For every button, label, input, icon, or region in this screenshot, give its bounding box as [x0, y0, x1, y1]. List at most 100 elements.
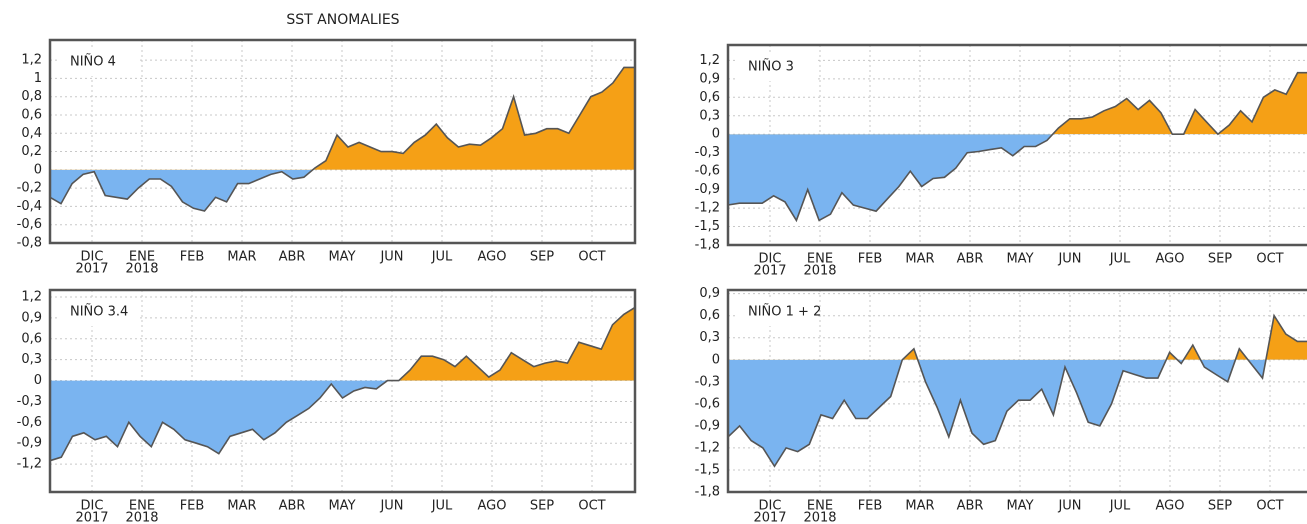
y-tick-label: 0,6: [699, 90, 720, 105]
y-tick-label: 0,9: [21, 310, 42, 325]
y-tick-label: -0,9: [17, 436, 42, 451]
line: [49, 66, 635, 212]
x-tick-label: JUN: [1057, 499, 1081, 514]
x-tick-label: AGO: [478, 250, 507, 265]
x-tick-label: MAY: [328, 499, 355, 514]
x-tick-label: OCT: [1256, 499, 1283, 514]
y-tick-label: -0,6: [17, 415, 42, 430]
x-tick-label: ENE: [807, 499, 833, 514]
x-tick-label: DIC: [81, 499, 104, 514]
y-tick-label: 0,2: [21, 144, 42, 159]
y-tick-label: -1,2: [17, 457, 42, 472]
panel-label: NIÑO 3.4: [70, 304, 128, 320]
y-tick-label: -0,3: [695, 374, 720, 389]
x-year-label: 2018: [803, 511, 836, 524]
y-tick-label: -1,2: [695, 201, 720, 216]
y-tick-label: 0: [712, 352, 720, 367]
x-tick-label: ABR: [279, 499, 306, 514]
area-negative: [728, 359, 1307, 467]
area-negative: [50, 169, 313, 211]
y-tick-label: -0,2: [17, 181, 42, 196]
y-tick-label: 1,2: [21, 289, 42, 304]
x-tick-label: DIC: [759, 499, 782, 514]
y-tick-label: 0,6: [21, 331, 42, 346]
y-tick-label: 0: [712, 127, 720, 142]
y-tick-label: -1,8: [695, 485, 720, 500]
panel-label-box: [738, 53, 818, 81]
y-tick-label: 0,6: [21, 107, 42, 122]
y-tick-label: 0,8: [21, 89, 42, 104]
x-tick-label: OCT: [1256, 252, 1283, 267]
y-tick-label: -1,8: [695, 238, 720, 253]
x-tick-label: ABR: [957, 499, 984, 514]
x-year-label: 2018: [125, 262, 158, 277]
x-tick-label: MAR: [905, 499, 934, 514]
panel-label-box: [60, 298, 140, 326]
y-tick-label: 0,3: [21, 352, 42, 367]
x-tick-label: MAY: [1006, 252, 1033, 267]
x-tick-label: MAR: [905, 252, 934, 267]
panel-label: NIÑO 4: [70, 54, 116, 70]
y-tick-label: -0,8: [17, 236, 42, 251]
y-tick-label: -0,6: [695, 396, 720, 411]
x-tick-label: JUL: [431, 499, 453, 514]
x-tick-label: MAY: [328, 250, 355, 265]
x-year-label: 2017: [75, 262, 108, 277]
y-tick-label: 0: [34, 162, 42, 177]
y-tick-label: 0: [34, 373, 42, 388]
x-tick-label: MAY: [1006, 499, 1033, 514]
x-tick-label: AGO: [1156, 499, 1185, 514]
line: [727, 313, 1307, 468]
y-tick-label: 0,3: [699, 108, 720, 123]
x-tick-label: JUN: [1057, 252, 1081, 267]
line: [49, 306, 636, 462]
x-tick-label: FEB: [858, 499, 883, 514]
x-tick-label: JUL: [1109, 499, 1131, 514]
panel-label: NIÑO 3: [748, 59, 794, 75]
x-year-label: 2018: [803, 264, 836, 279]
y-tick-label: 1,2: [699, 53, 720, 68]
area-positive: [50, 67, 635, 170]
y-tick-label: 0,9: [699, 71, 720, 86]
area-negative: [50, 380, 635, 461]
y-tick-label: 0,6: [699, 308, 720, 323]
y-tick-label: 1: [34, 71, 42, 86]
y-tick-label: -1,5: [695, 219, 720, 234]
y-tick-label: -0,4: [17, 199, 42, 214]
area-positive: [398, 307, 635, 381]
x-tick-label: JUN: [379, 250, 403, 265]
line: [727, 71, 1307, 223]
y-tick-label: -1,2: [695, 440, 720, 455]
y-tick-label: 0,4: [21, 126, 42, 141]
area-negative: [728, 134, 1053, 221]
x-tick-label: MAR: [227, 250, 256, 265]
x-tick-label: OCT: [578, 250, 605, 265]
x-tick-label: SEP: [1208, 252, 1232, 267]
x-tick-label: OCT: [578, 499, 605, 514]
x-tick-label: FEB: [858, 252, 883, 267]
y-tick-label: -0,9: [695, 418, 720, 433]
chart-title: SST ANOMALIES: [286, 12, 399, 28]
x-year-label: 2017: [75, 511, 108, 524]
x-tick-label: AGO: [1156, 252, 1185, 267]
x-tick-label: SEP: [530, 499, 554, 514]
x-tick-label: DIC: [759, 252, 782, 267]
x-tick-label: ABR: [957, 252, 984, 267]
x-tick-label: ENE: [129, 499, 155, 514]
x-tick-label: ABR: [279, 250, 306, 265]
x-tick-label: JUL: [1109, 252, 1131, 267]
x-year-label: 2017: [753, 511, 786, 524]
panel-label-box: [60, 48, 140, 76]
y-tick-label: -0,3: [17, 394, 42, 409]
y-tick-label: -0,6: [17, 217, 42, 232]
plot-frame: [726, 43, 1307, 247]
y-tick-label: -0,9: [695, 182, 720, 197]
plot-frame: [48, 38, 637, 245]
plot-frame: [48, 288, 637, 494]
x-tick-label: AGO: [478, 499, 507, 514]
x-tick-label: SEP: [530, 250, 554, 265]
x-tick-label: ENE: [807, 252, 833, 267]
y-tick-label: -0,3: [695, 145, 720, 160]
y-tick-label: -1,5: [695, 462, 720, 477]
